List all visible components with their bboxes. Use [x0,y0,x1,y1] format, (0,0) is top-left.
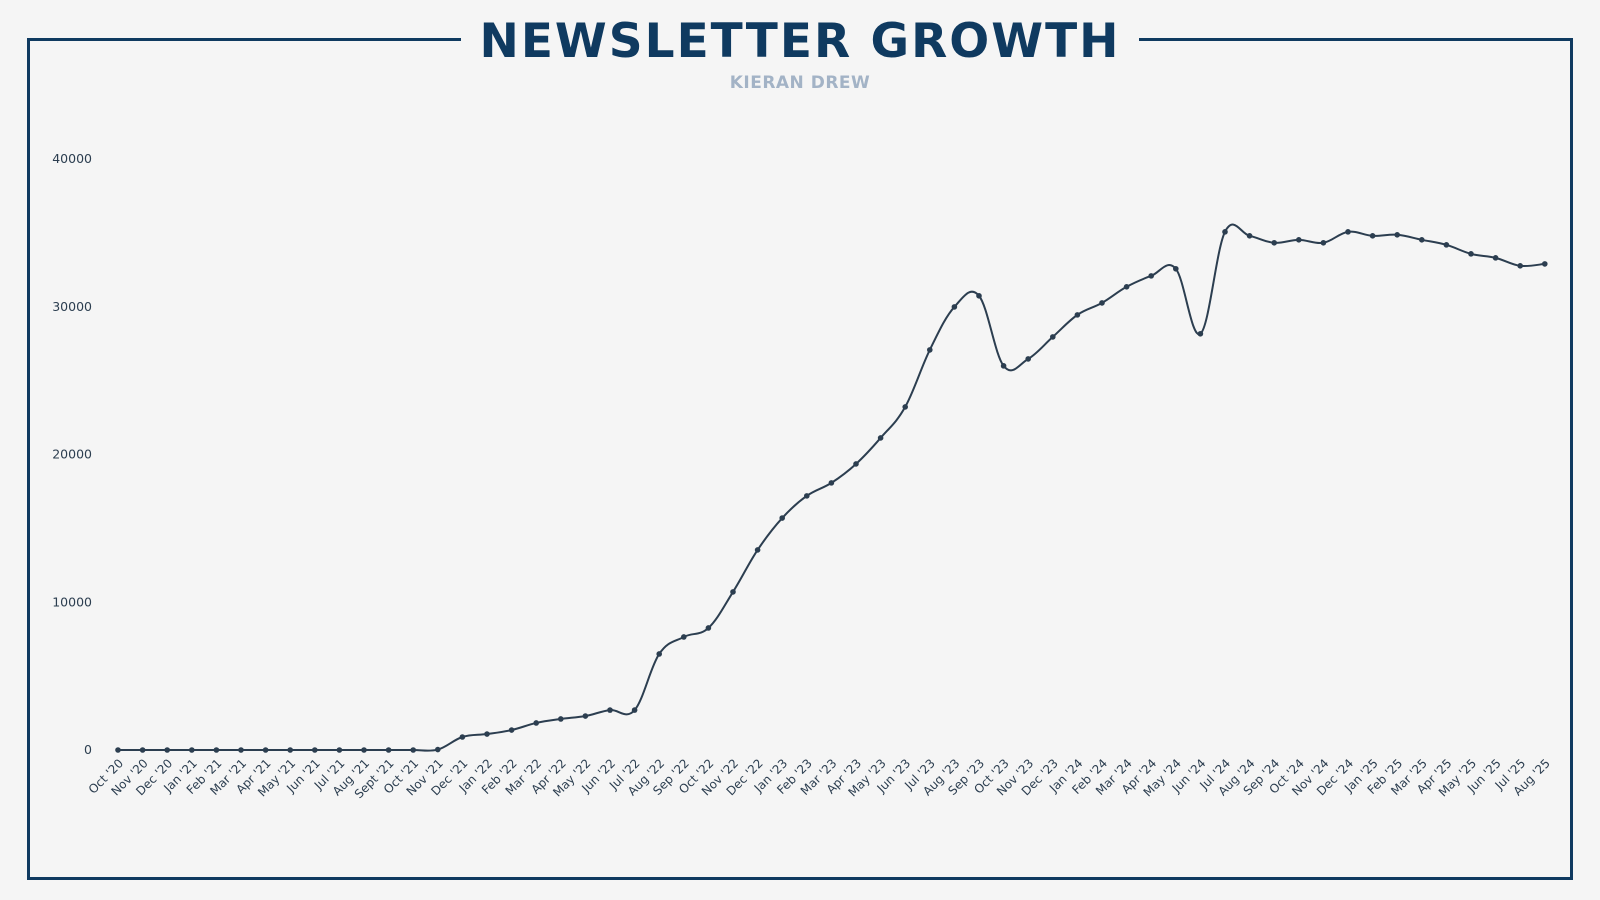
data-point-marker [164,747,170,753]
y-tick-label: 0 [84,742,92,757]
data-point-marker [1000,363,1007,369]
data-point-marker [1542,261,1548,267]
data-point-marker [607,707,613,713]
data-point-marker [804,493,810,499]
data-point-marker [1517,263,1523,269]
data-point-marker [582,713,589,719]
data-point-marker [681,634,687,640]
title-container: NEWSLETTER GROWTH [0,14,1600,70]
data-point-marker [238,747,244,753]
data-point-marker [754,547,761,553]
data-point-marker [705,625,712,631]
data-point-marker [902,404,908,410]
y-axis: 0 10000 20000 30000 40000 [52,151,92,757]
data-point-marker [336,747,343,753]
data-point-marker [779,515,785,521]
data-point-marker [287,747,294,753]
chart-title: NEWSLETTER GROWTH [461,14,1139,70]
data-point-marker [213,747,220,753]
y-tick-label: 30000 [52,299,92,314]
data-point-marker [1099,300,1105,306]
data-point-marker [139,747,146,753]
data-point-marker [1296,237,1302,243]
data-point-marker [1419,237,1425,243]
data-point-marker [853,461,859,467]
data-point-marker [1320,239,1327,246]
data-point-marker [1148,273,1154,279]
data-point-marker [484,731,490,737]
data-point-marker [385,747,392,753]
data-point-marker [533,720,539,726]
y-tick-label: 10000 [52,594,92,609]
data-point-marker [508,727,515,733]
data-point-marker [656,651,662,657]
data-point-marker [1443,242,1450,248]
data-point-marker [631,707,638,713]
data-point-marker [828,480,835,486]
data-point-marker [312,747,318,753]
data-point-marker [1271,239,1277,246]
data-point-marker [558,716,564,722]
y-tick-label: 40000 [52,151,92,166]
data-point-marker [1025,356,1031,362]
data-point-marker [1492,255,1499,261]
y-tick-label: 20000 [52,447,92,462]
data-point-marker [1369,233,1376,239]
data-point-marker [1173,265,1179,272]
data-point-marker [951,304,958,310]
data-point-marker [1222,229,1228,235]
data-point-marker [459,734,466,740]
data-point-marker [1074,312,1081,318]
data-point-marker [115,747,121,753]
data-point-marker [1394,231,1400,238]
data-point-marker [1123,284,1130,290]
data-point-marker [435,746,441,753]
data-point-marker [927,347,933,353]
data-markers [115,229,1548,753]
data-point-marker [262,747,269,753]
data-point-marker [410,747,417,753]
data-point-marker [730,589,736,595]
data-point-marker [1197,330,1204,337]
data-point-marker [1246,233,1253,239]
data-point-marker [877,435,884,441]
chart-subtitle: KIERAN DREW [729,73,871,93]
series-line [118,223,1545,752]
data-point-marker [361,747,367,753]
data-point-marker [1050,334,1056,340]
data-point-marker [1468,251,1474,257]
data-point-marker [1345,229,1351,235]
data-point-marker [189,747,195,753]
data-point-marker [976,293,982,299]
